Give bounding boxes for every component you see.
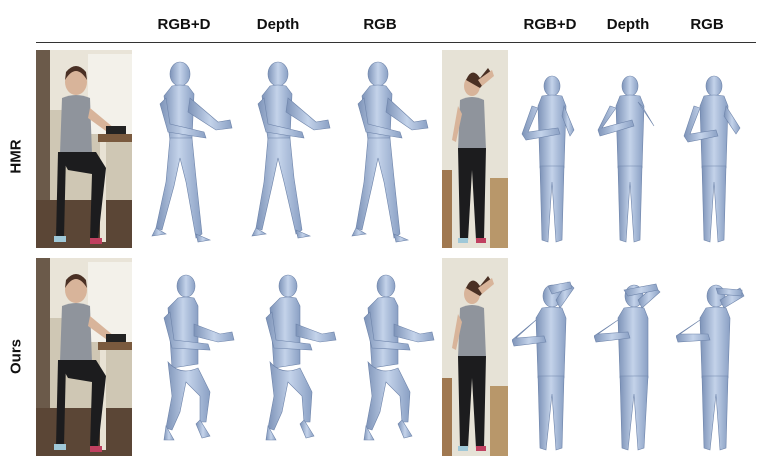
col-header-rgb-right: RGB [690, 16, 724, 33]
mesh-hmr-rgbd-left [151, 61, 233, 243]
mesh-ours-rgb-left [363, 274, 435, 441]
col-header-depth-right: Depth [606, 16, 650, 33]
photo-standing-row2 [442, 258, 508, 456]
mesh-ours-depth-left [265, 274, 337, 441]
mesh-hmr-depth-left [251, 61, 331, 239]
col-header-rgb-left: RGB [363, 16, 397, 33]
header-rule [36, 42, 756, 43]
mesh-ours-depth-right [594, 283, 661, 451]
mesh-hmr-rgb-left [351, 61, 429, 243]
photo-seated-row2 [36, 258, 132, 456]
mesh-hmr-rgbd-right [521, 75, 575, 243]
col-header-rgbd-left: RGB+D [157, 16, 211, 33]
mesh-hmr-rgb-right [683, 75, 741, 243]
row-label-ours: Ours [7, 339, 25, 375]
mesh-hmr-depth-right [597, 75, 655, 243]
photo-seated-row1 [36, 50, 132, 248]
col-header-depth-left: Depth [256, 16, 300, 33]
col-header-rgbd-right: RGB+D [523, 16, 577, 33]
mesh-ours-rgbd-left [163, 274, 235, 441]
mesh-ours-rgbd-right [512, 281, 575, 451]
row-label-hmr: HMR [7, 139, 25, 174]
mesh-ours-rgb-right [676, 284, 745, 451]
photo-standing-row1 [442, 50, 508, 248]
